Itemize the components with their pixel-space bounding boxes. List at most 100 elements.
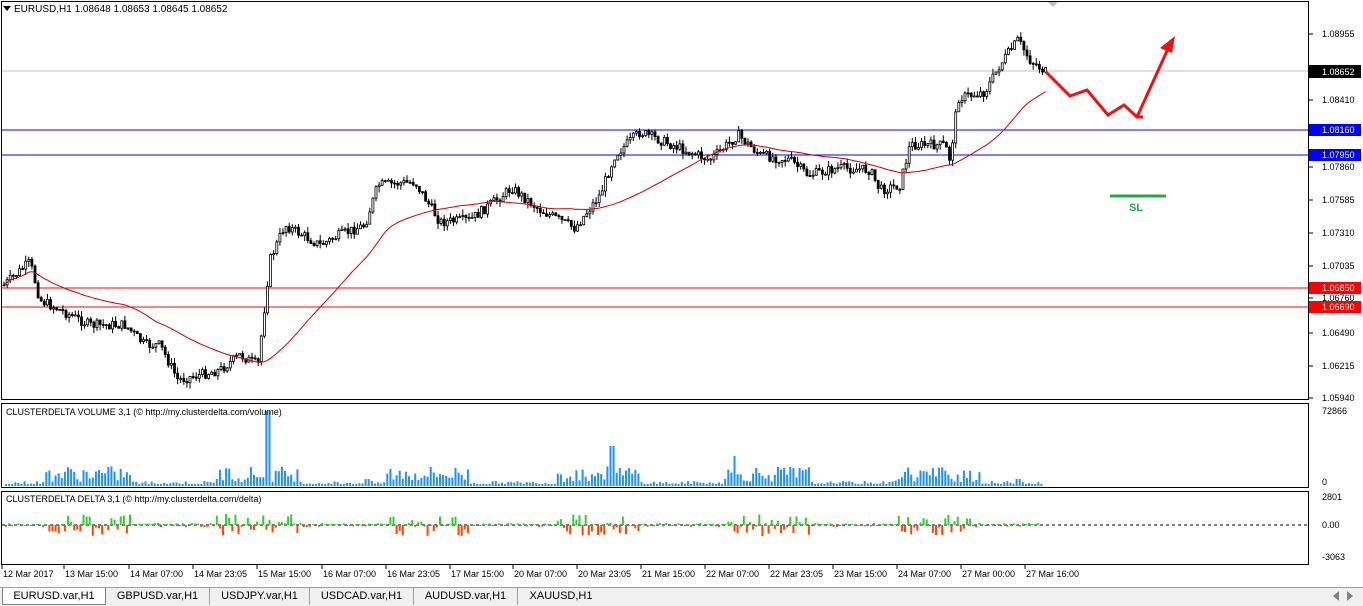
candle-body — [678, 143, 682, 150]
volume-bar — [36, 481, 38, 486]
tab-usdcad[interactable]: USDCAD.var,H1 — [310, 588, 414, 605]
volume-bar — [674, 483, 677, 486]
volume-bar — [408, 476, 410, 486]
candle-body — [935, 144, 939, 150]
scroll-left-icon[interactable] — [1333, 591, 1339, 601]
delta-bar — [621, 516, 624, 525]
delta-bar — [513, 525, 516, 526]
delta-bar — [854, 524, 857, 525]
candle-body — [892, 184, 896, 187]
volume-bar — [5, 484, 7, 486]
candle-body — [284, 226, 288, 233]
delta-bar — [501, 525, 503, 526]
delta-bar — [479, 525, 482, 526]
volume-bar — [522, 484, 525, 486]
volume-bar — [928, 475, 931, 486]
volume-bar — [60, 478, 63, 486]
delta-bar — [755, 525, 758, 527]
delta-bar — [541, 525, 544, 527]
delta-bar — [919, 522, 922, 525]
candle-body — [222, 366, 226, 372]
delta-bar — [491, 525, 494, 526]
delta-bar — [1015, 524, 1018, 525]
time-label: 27 Mar 16:00 — [1026, 569, 1079, 579]
arrow-head-icon — [1160, 36, 1175, 53]
delta-bar — [519, 525, 522, 526]
volume-bar — [1006, 481, 1009, 486]
candle-body — [724, 141, 728, 150]
volume-bar — [718, 482, 720, 486]
volume-bar — [677, 484, 680, 486]
scroll-right-icon[interactable] — [1347, 591, 1353, 601]
delta-bar — [749, 522, 751, 525]
volume-bar — [587, 481, 590, 486]
candle-body — [173, 362, 176, 374]
delta-bar — [308, 525, 311, 527]
candle-body — [635, 131, 638, 134]
candle-body — [476, 211, 480, 218]
volume-bar — [724, 478, 727, 486]
candle-body — [114, 321, 117, 327]
dropdown-icon[interactable] — [3, 6, 11, 11]
volume-bar — [745, 480, 748, 486]
candle-body — [18, 268, 21, 277]
delta-bar — [373, 524, 376, 525]
candle-body — [1003, 54, 1007, 64]
volume-bar — [609, 446, 612, 486]
chart-area[interactable]: SL EURUSD,H1 1.08648 1.08653 1.08645 1.0… — [0, 0, 1363, 588]
tab-eurusd[interactable]: EURUSD.var,H1 — [2, 588, 106, 605]
price-tick-label: 1.08955 — [1322, 29, 1355, 39]
delta-bar — [367, 523, 370, 525]
volume-min-label: 0 — [1322, 477, 1327, 487]
candle-body — [889, 184, 892, 193]
delta-bar — [842, 525, 844, 526]
delta-bar — [925, 519, 928, 525]
volume-bar — [987, 484, 990, 486]
main-panel[interactable] — [1, 1, 1309, 400]
delta-bar — [36, 524, 38, 525]
candle-body — [157, 340, 161, 344]
level-label: 1.08160 — [1322, 125, 1355, 135]
candle-body — [566, 219, 570, 222]
delta-bar — [395, 525, 398, 534]
delta-bar — [730, 521, 733, 525]
delta-bar — [228, 518, 231, 525]
volume-bar — [625, 470, 627, 486]
delta-bar — [575, 519, 578, 525]
candle-body — [235, 354, 238, 357]
volume-bar — [873, 484, 875, 486]
delta-bar — [377, 523, 379, 525]
delta-bar — [138, 523, 141, 525]
delta-bar — [516, 523, 519, 525]
volume-bar — [29, 483, 32, 486]
volume-bar — [113, 471, 116, 486]
volume-bar — [612, 446, 615, 486]
tab-xauusd[interactable]: XAUUSD,H1 — [529, 590, 593, 602]
delta-bar — [98, 525, 100, 529]
time-label: 15 Mar 15:00 — [258, 569, 311, 579]
volume-bar — [972, 481, 975, 486]
volume-bar — [389, 469, 392, 486]
candle-body — [182, 378, 186, 382]
tab-audusd[interactable]: AUDUSD.var,H1 — [414, 588, 518, 605]
delta-bar — [966, 518, 968, 525]
delta-bar — [240, 525, 243, 527]
candle-body — [982, 91, 985, 97]
delta-zero-label: 0.00 — [1322, 520, 1340, 530]
volume-bar — [770, 481, 773, 486]
volume-bar — [327, 483, 330, 486]
candle-body — [70, 314, 74, 317]
tab-usdjpy[interactable]: USDJPY.var,H1 — [210, 588, 310, 605]
volume-bar — [997, 483, 999, 486]
volume-bar — [497, 484, 500, 486]
delta-bar — [215, 515, 218, 525]
volume-bar — [476, 484, 479, 486]
candle-body — [83, 324, 86, 327]
volume-bar — [435, 477, 438, 486]
tab-gbpusd[interactable]: GBPUSD.var,H1 — [106, 588, 210, 605]
volume-bar — [206, 482, 209, 486]
volume-bar — [597, 472, 600, 486]
price-axis: 1.08955 1.08410 1.07860 1.07585 1.07310 1.070… — [1308, 29, 1355, 403]
delta-bar — [485, 524, 488, 525]
moving-average-line — [3, 91, 1046, 363]
